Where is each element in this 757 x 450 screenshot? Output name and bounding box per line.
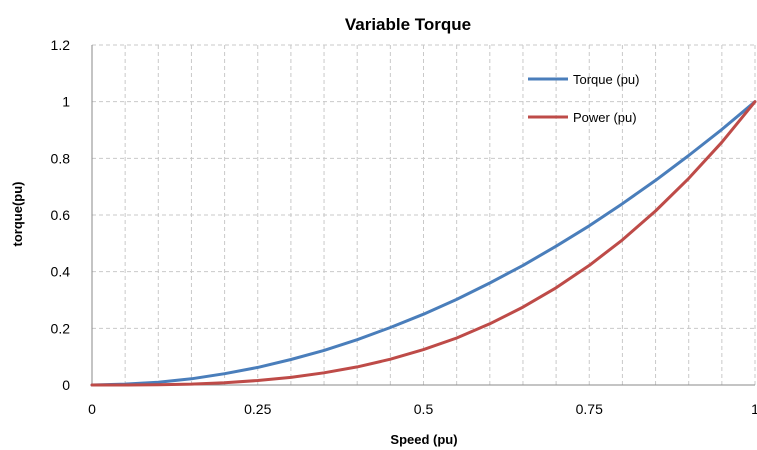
x-tick-label: 0.75 xyxy=(576,401,603,417)
x-tick-label: 0 xyxy=(88,401,96,417)
y-axis-title: torque(pu) xyxy=(10,182,25,247)
y-tick-label: 0.4 xyxy=(51,264,71,280)
chart-title: Variable Torque xyxy=(345,15,471,34)
x-axis-title: Speed (pu) xyxy=(390,432,457,447)
y-tick-label: 1 xyxy=(62,94,70,110)
x-tick-label: 0.25 xyxy=(244,401,271,417)
y-tick-label: 1.2 xyxy=(51,37,71,53)
y-tick-label: 0.6 xyxy=(51,207,71,223)
y-tick-label: 0.2 xyxy=(51,320,71,336)
x-tick-label: 1 xyxy=(751,401,757,417)
x-tick-label: 0.5 xyxy=(414,401,434,417)
legend-label-power: Power (pu) xyxy=(573,110,637,125)
series-line-torque xyxy=(90,100,757,387)
legend: Torque (pu) Power (pu) xyxy=(528,72,639,125)
y-tick-label: 0 xyxy=(62,377,70,393)
tick-labels: 0 0.2 0.4 0.6 0.8 1 1.2 0 0.25 0.5 0.75 1 xyxy=(51,37,757,417)
series-lines xyxy=(90,100,757,387)
legend-label-torque: Torque (pu) xyxy=(573,72,639,87)
y-tick-label: 0.8 xyxy=(51,150,71,166)
series-line-power xyxy=(90,100,757,387)
grid-lines xyxy=(92,44,756,385)
